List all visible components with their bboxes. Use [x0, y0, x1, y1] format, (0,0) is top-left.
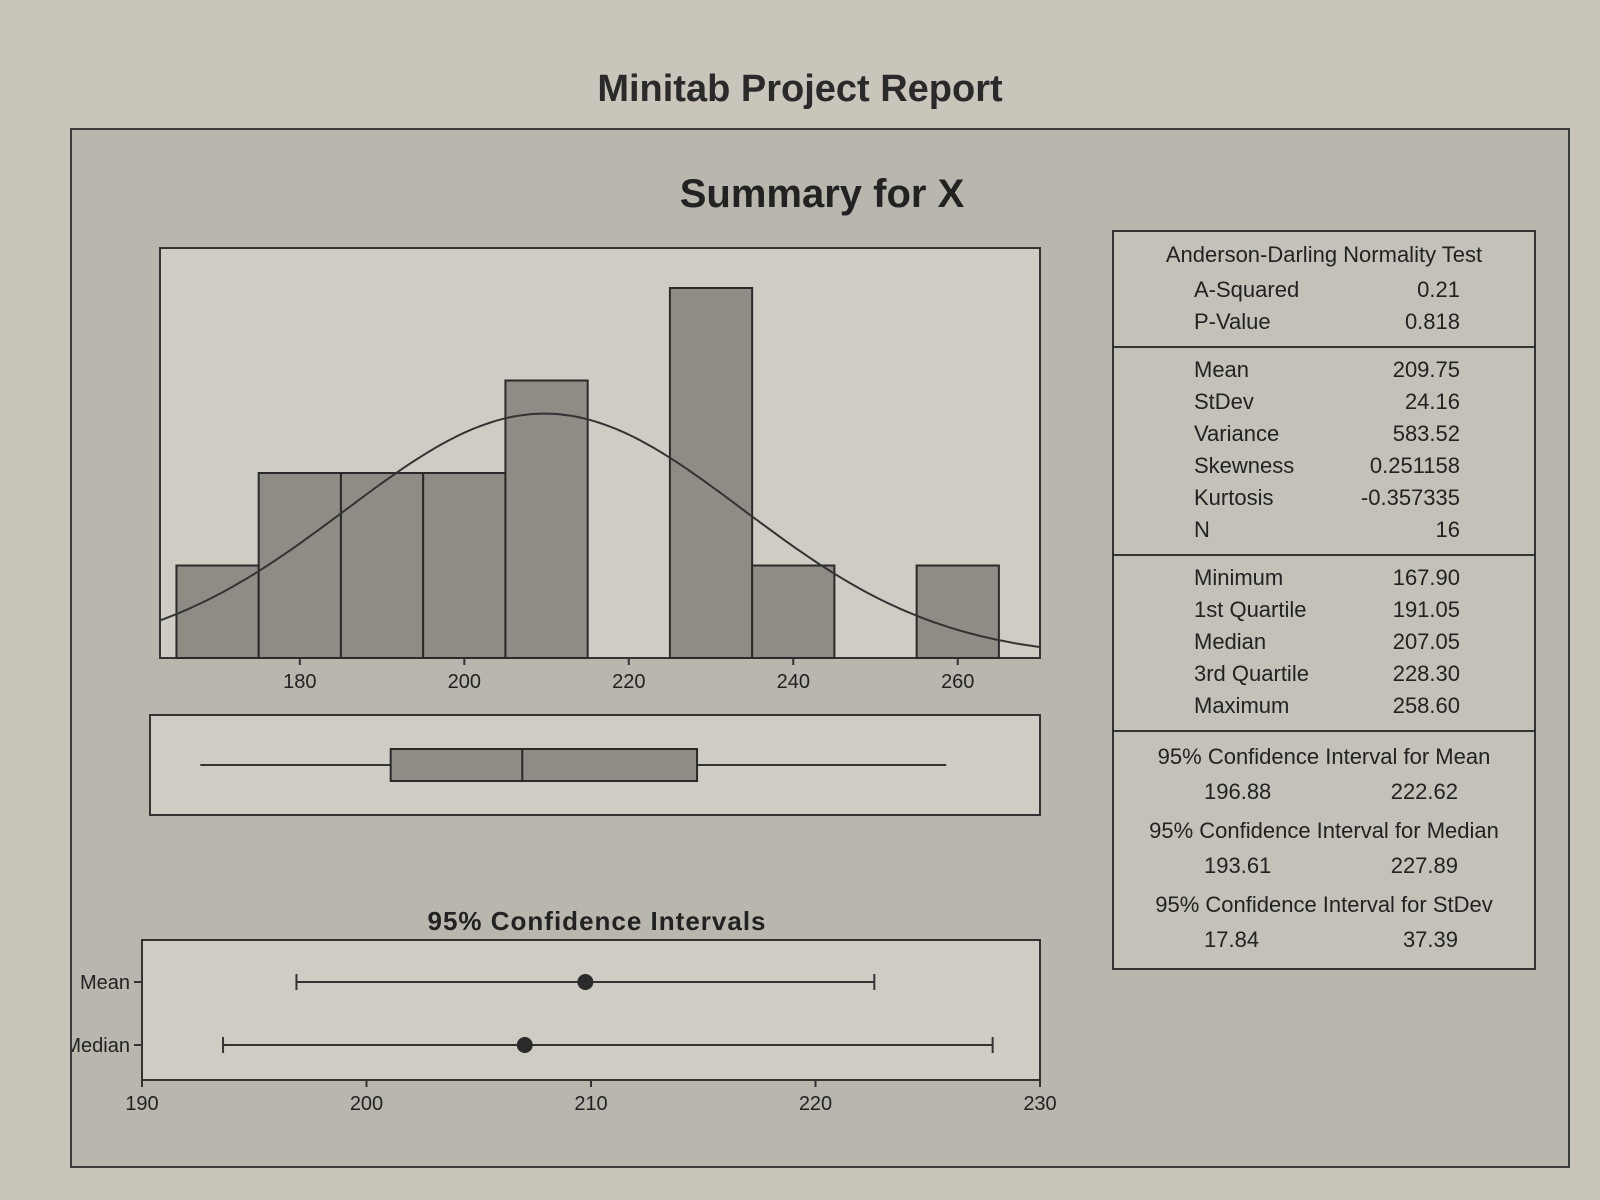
stat-value: 583.52 — [1392, 421, 1460, 446]
interval-high: 37.39 — [1402, 927, 1458, 952]
stat-label: P-Value — [1194, 309, 1271, 334]
stat-value: 0.251158 — [1369, 453, 1460, 478]
stat-value: 0.818 — [1404, 309, 1460, 334]
stat-value: 228.30 — [1392, 661, 1460, 686]
histogram-bar — [504, 379, 589, 659]
interval-low: 17.84 — [1204, 927, 1260, 952]
stat-label: 3rd Quartile — [1194, 661, 1309, 686]
stat-label: N — [1194, 517, 1210, 542]
ci-row-label: Mean — [80, 972, 130, 994]
stat-label: Variance — [1194, 421, 1280, 446]
stat-value: 209.75 — [1392, 357, 1460, 382]
stat-value: 167.90 — [1392, 565, 1460, 590]
stat-value: -0.357335 — [1360, 485, 1460, 510]
stat-label: A-Squared — [1194, 277, 1300, 302]
stat-row: A-Squared 0.21 — [1114, 274, 1534, 306]
stat-value: 24.16 — [1404, 389, 1460, 414]
stat-label: Median — [1194, 629, 1267, 654]
stat-label: StDev — [1194, 389, 1254, 414]
statistics-table: Anderson-Darling Normality Test A-Square… — [1112, 230, 1536, 970]
interval-title: 95% Confidence Interval for Median — [1149, 818, 1499, 843]
normality-section: Anderson-Darling Normality Test A-Square… — [1114, 232, 1534, 348]
histogram-tick-label: 260 — [941, 671, 974, 693]
stat-row: N 16 — [1114, 514, 1534, 546]
ci-estimate-point — [516, 1037, 533, 1053]
histogram-bar — [751, 564, 836, 659]
histogram-tick-label: 220 — [612, 671, 645, 693]
ci-heading: 95% Confidence Intervals — [427, 906, 767, 936]
stat-value: 191.05 — [1392, 597, 1460, 622]
histogram-tick-label: 180 — [283, 671, 316, 693]
report-title: Minitab Project Report — [597, 68, 1003, 110]
stat-row: StDev 24.16 — [1114, 386, 1534, 418]
stat-label: Mean — [1194, 357, 1250, 382]
histogram-bar — [339, 472, 425, 659]
stat-row: Kurtosis -0.357335 — [1114, 482, 1534, 514]
interval-row: 17.84 37.39 — [1114, 922, 1534, 960]
stat-row: Median 207.05 — [1114, 626, 1534, 658]
stat-value: 207.05 — [1392, 629, 1460, 654]
ci-axis-tick-label: 210 — [574, 1093, 607, 1115]
interval-row: 193.61 227.89 — [1114, 848, 1534, 886]
histogram-bar — [257, 472, 342, 659]
ci-estimate-point — [577, 974, 594, 990]
stat-row: Minimum 167.90 — [1114, 562, 1534, 594]
interval-title: 95% Confidence Interval for Mean — [1157, 744, 1491, 769]
boxplot-box — [389, 748, 699, 782]
ci-axis-tick-label: 190 — [125, 1093, 158, 1115]
stat-row: 3rd Quartile 228.30 — [1114, 658, 1534, 690]
stat-row: Maximum 258.60 — [1114, 690, 1534, 722]
interval-low: 196.88 — [1204, 779, 1272, 804]
stat-label: 1st Quartile — [1194, 597, 1307, 622]
interval-title: 95% Confidence Interval for StDev — [1155, 892, 1493, 917]
ci-axis-tick-label: 220 — [799, 1093, 832, 1115]
stat-row: 1st Quartile 191.05 — [1114, 594, 1534, 626]
stat-value: 0.21 — [1417, 277, 1460, 302]
interval-low: 193.61 — [1204, 853, 1272, 878]
ci-axis-tick-label: 200 — [350, 1093, 383, 1115]
summary-charts: 180 200 220 240 260 Mean Median 190 200 210 220 23… — [72, 247, 1057, 1115]
histogram-tick-label: 200 — [448, 671, 481, 693]
ci-frame — [141, 939, 1041, 1081]
intervals-section: 95% Confidence Interval for Mean 196.88 2… — [1114, 732, 1534, 968]
histogram-bar — [915, 564, 1000, 659]
normal-curve — [159, 412, 1041, 649]
stat-label: Minimum — [1194, 565, 1284, 590]
stat-value: 258.60 — [1392, 693, 1460, 718]
stat-label: Maximum — [1194, 693, 1290, 718]
stat-row: Variance 583.52 — [1114, 418, 1534, 450]
histogram-bar — [668, 287, 754, 659]
interval-high: 227.89 — [1390, 853, 1458, 878]
histogram-tick-label: 240 — [777, 671, 810, 693]
interval-row: 196.88 222.62 — [1114, 774, 1534, 812]
stat-row: Skewness 0.251158 — [1114, 450, 1534, 482]
stat-row: Mean 209.75 — [1114, 354, 1534, 386]
stat-label: Kurtosis — [1194, 485, 1274, 510]
stat-label: Skewness — [1194, 453, 1295, 478]
histogram-bar — [175, 564, 260, 659]
histogram-bar — [422, 472, 507, 659]
moments-section: Mean 209.75 StDev 24.16 Variance 583.52 Ske… — [1114, 348, 1534, 556]
ci-axis-tick-label: 230 — [1023, 1093, 1056, 1115]
summary-title: Summary for X — [679, 172, 965, 216]
stat-value: 16 — [1435, 517, 1460, 542]
summary-panel: Summary for X 180 200 220 240 260 Mean Median… — [70, 128, 1570, 1168]
quartiles-section: Minimum 167.90 1st Quartile 191.05 Median 2… — [1114, 556, 1534, 732]
interval-high: 222.62 — [1390, 779, 1458, 804]
stat-row: P-Value 0.818 — [1114, 306, 1534, 338]
normality-title: Anderson-Darling Normality Test — [1165, 242, 1483, 267]
ci-row-label: Median — [72, 1035, 130, 1057]
